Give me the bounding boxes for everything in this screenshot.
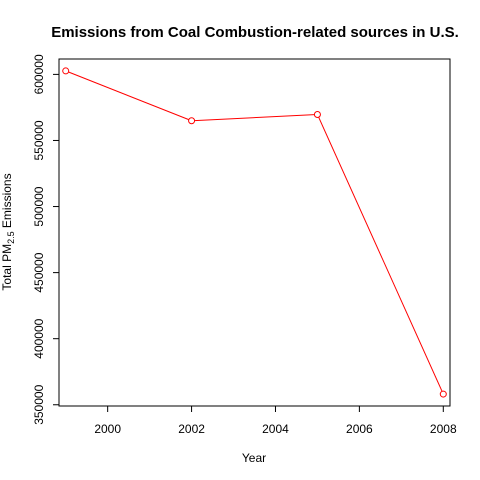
data-point bbox=[62, 67, 70, 75]
plot-frame bbox=[58, 58, 451, 407]
x-axis-label: Year bbox=[242, 451, 266, 465]
x-tick-label: 2004 bbox=[262, 422, 289, 436]
y-tick-label: 500000 bbox=[32, 186, 46, 226]
y-tick-label: 600000 bbox=[32, 54, 46, 94]
series-line-segment bbox=[318, 117, 443, 392]
series-line-segment bbox=[68, 71, 189, 121]
y-axis-label-suffix: Emissions bbox=[0, 173, 14, 231]
x-tick-label: 2000 bbox=[94, 422, 121, 436]
y-tick-label: 350000 bbox=[32, 384, 46, 424]
y-tick-label: 400000 bbox=[32, 318, 46, 358]
y-tick-label: 550000 bbox=[32, 120, 46, 160]
x-tick-label: 2002 bbox=[178, 422, 205, 436]
series-group bbox=[62, 67, 447, 398]
x-tick-label: 2006 bbox=[346, 422, 373, 436]
y-tick-label: 450000 bbox=[32, 252, 46, 292]
series-line-segment bbox=[194, 114, 315, 122]
chart-title: Emissions from Coal Combustion-related s… bbox=[51, 24, 459, 41]
data-point bbox=[188, 117, 196, 125]
x-axis: 2000 2002 2004 2006 2008 bbox=[94, 406, 457, 436]
x-tick-label: 2008 bbox=[430, 422, 457, 436]
y-axis-label: Total PM2.5 Emissions bbox=[0, 173, 16, 290]
data-point bbox=[439, 390, 447, 398]
y-axis-label-subscript: 2.5 bbox=[6, 231, 16, 244]
y-axis-label-prefix: Total PM bbox=[0, 244, 14, 291]
data-point bbox=[313, 110, 321, 118]
y-axis: 350000 400000 450000 500000 550000 600000 bbox=[32, 54, 59, 425]
